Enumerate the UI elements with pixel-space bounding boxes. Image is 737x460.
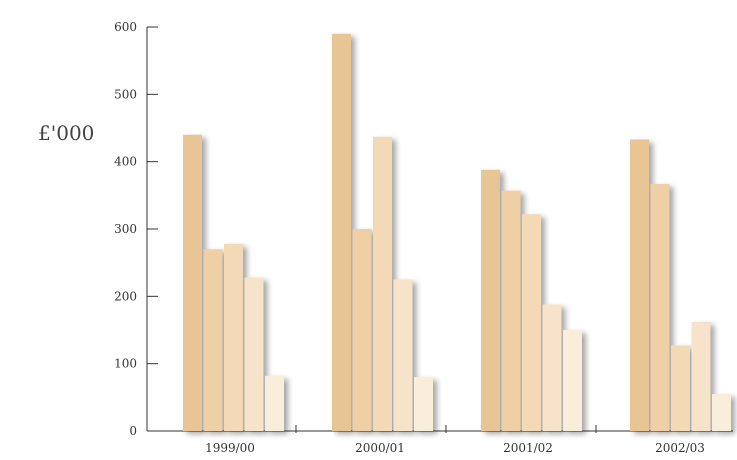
y-tick-label: 400	[114, 155, 137, 169]
x-tick-label: 1999/00	[205, 441, 255, 455]
bar	[332, 33, 351, 431]
bar	[671, 345, 690, 431]
bar	[265, 375, 284, 431]
bar	[650, 183, 670, 431]
bar	[352, 229, 372, 431]
y-tick-label: 200	[114, 289, 137, 303]
x-tick-label: 2001/02	[503, 441, 553, 455]
bar	[244, 277, 264, 431]
y-tick-label: 500	[114, 87, 137, 101]
bar	[414, 377, 433, 431]
bar	[203, 249, 223, 431]
x-tick-label: 2002/03	[655, 441, 705, 455]
y-axis-label: £'000	[38, 121, 94, 145]
bar	[501, 190, 521, 431]
bar	[712, 393, 731, 431]
y-tick-label: 100	[114, 357, 137, 371]
bar	[542, 304, 562, 431]
bar	[183, 134, 202, 431]
bar	[630, 139, 649, 432]
y-tick-label: 0	[129, 424, 137, 438]
bar	[522, 214, 541, 431]
bar	[563, 330, 582, 431]
bar	[691, 321, 711, 431]
x-tick-label: 2000/01	[355, 441, 405, 455]
bar	[373, 136, 392, 431]
bars	[183, 33, 731, 432]
x-labels: 1999/00 2000/01 2001/02 2002/03	[205, 425, 705, 455]
bar	[224, 243, 243, 431]
y-tick-label: 300	[114, 222, 137, 236]
y-ticks: 0 100 200 300 400 500 600	[114, 20, 158, 438]
y-tick-label: 600	[114, 20, 137, 34]
bar	[481, 169, 500, 431]
bar	[393, 279, 413, 431]
